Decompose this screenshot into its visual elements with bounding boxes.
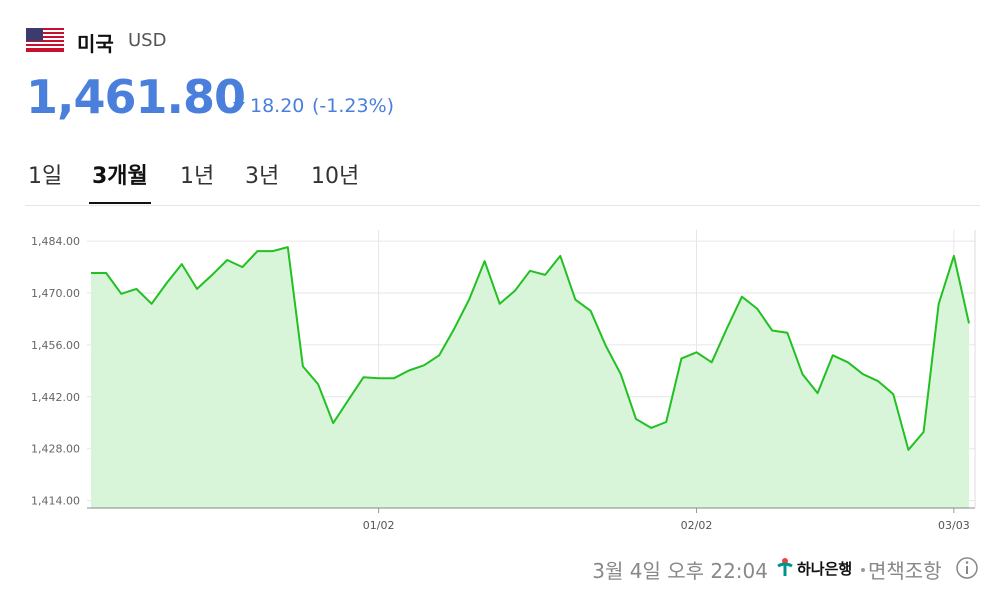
line (91, 246, 970, 451)
down-arrow (233, 102, 245, 110)
tab[interactable]: 1일 (28, 164, 63, 189)
price: 1,461.80 (26, 70, 246, 124)
tab[interactable]: 3년 (245, 164, 280, 189)
disclaimer[interactable]: 면책조항 (868, 559, 942, 583)
change: 18.20 (250, 95, 305, 117)
chart: 1,414.00 1,428.00 1,442.00 1,456.00 1,470.00… (25, 220, 980, 532)
tab[interactable]: 3개월 (92, 164, 148, 189)
y-tick-label: 1,414.00 (31, 495, 80, 508)
x-tick-label: 01/02 (363, 519, 395, 532)
currency: USD (128, 30, 167, 51)
timestamp: 3월 4일 오후 22:04 (592, 559, 768, 583)
divider (25, 205, 980, 206)
tab[interactable]: 10년 (311, 164, 360, 189)
y-tick-label: 1,442.00 (31, 391, 80, 404)
y-tick-label: 1,484.00 (31, 235, 80, 248)
x-tick-label: 02/02 (681, 519, 713, 532)
info-icon[interactable] (955, 556, 979, 580)
area-fill (91, 247, 969, 508)
active-tab-underline (89, 202, 151, 204)
bank-logo (777, 558, 793, 576)
y-tick-label: 1,456.00 (31, 339, 80, 352)
change-pct: (-1.23%) (312, 95, 395, 117)
y-tick-label: 1,428.00 (31, 443, 80, 456)
flag-icon (26, 28, 64, 52)
tab[interactable]: 1년 (180, 164, 215, 189)
x-tick-label: 03/03 (938, 519, 970, 532)
bank-name: 하나은행 (797, 560, 853, 578)
y-tick-label: 1,470.00 (31, 287, 80, 300)
country: 미국 (77, 32, 114, 56)
separator-dot (861, 568, 865, 572)
